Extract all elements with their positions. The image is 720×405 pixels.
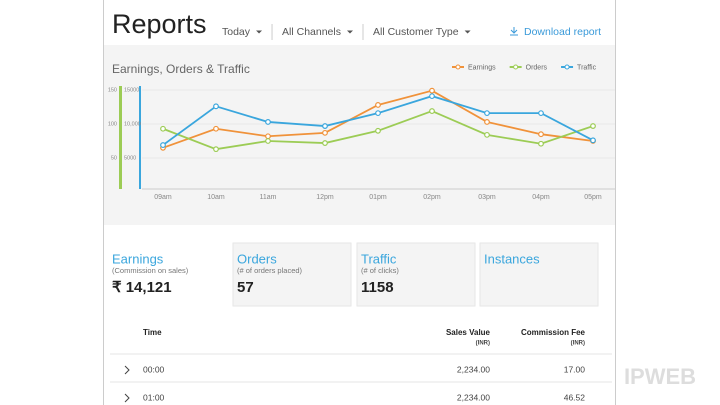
dropdown-caret bbox=[256, 30, 263, 34]
x-tick-label: 03pm bbox=[478, 194, 496, 201]
data-point bbox=[538, 131, 544, 138]
card-value: ₹ 14,121 bbox=[112, 279, 172, 296]
data-point bbox=[590, 137, 596, 144]
table-cell: 46.52 bbox=[564, 392, 586, 402]
filter-dropdown[interactable]: All Channels bbox=[282, 26, 341, 38]
data-point bbox=[265, 138, 271, 144]
data-point bbox=[160, 125, 166, 132]
table-cell: 00:00 bbox=[143, 364, 165, 374]
summary-card[interactable] bbox=[479, 242, 599, 307]
data-point bbox=[590, 123, 596, 129]
y2-tick-label: 15000 bbox=[124, 87, 139, 93]
chart-title: Earnings, Orders & Traffic bbox=[112, 62, 250, 76]
watermark: IPWEB bbox=[624, 364, 696, 389]
x-tick-label: 10am bbox=[207, 194, 225, 201]
legend-marker bbox=[564, 64, 570, 70]
card-subtitle: (# of orders placed) bbox=[237, 266, 303, 275]
card-value: 57 bbox=[237, 279, 254, 296]
summary-card[interactable] bbox=[108, 243, 228, 306]
row-expander[interactable] bbox=[124, 365, 130, 375]
legend-marker bbox=[513, 64, 519, 70]
data-point bbox=[265, 133, 271, 140]
card-subtitle: (Commission on sales) bbox=[112, 266, 189, 275]
data-point bbox=[484, 119, 490, 125]
card-title: Earnings bbox=[112, 251, 164, 266]
y2-tick-label: 10,000 bbox=[124, 121, 141, 127]
x-tick-label: 11am bbox=[260, 194, 277, 201]
data-point bbox=[213, 103, 219, 110]
data-point bbox=[484, 131, 490, 138]
data-point bbox=[538, 110, 544, 117]
legend-label: Orders bbox=[526, 64, 548, 71]
data-point bbox=[375, 127, 381, 134]
data-point bbox=[265, 119, 271, 125]
data-point bbox=[429, 108, 435, 114]
data-point bbox=[375, 102, 381, 108]
x-tick-label: 09am bbox=[154, 194, 172, 201]
card-title: Orders bbox=[237, 251, 277, 266]
card-subtitle: (# of clicks) bbox=[361, 266, 399, 275]
data-point bbox=[160, 142, 166, 148]
data-point bbox=[429, 87, 435, 94]
legend-label: Traffic bbox=[577, 64, 597, 71]
data-point bbox=[213, 146, 219, 153]
column-unit: (INR) bbox=[476, 341, 490, 347]
y-tick-label: 50 bbox=[111, 155, 117, 161]
legend-label: Earnings bbox=[468, 64, 496, 71]
legend-marker bbox=[455, 64, 461, 70]
dropdown-caret bbox=[346, 30, 353, 34]
x-tick-label: 04pm bbox=[532, 194, 550, 201]
x-tick-label: 05pm bbox=[584, 194, 602, 201]
summary-card[interactable] bbox=[232, 242, 352, 307]
data-point bbox=[213, 125, 219, 132]
summary-card[interactable] bbox=[356, 242, 476, 307]
x-tick-label: 01pm bbox=[369, 194, 387, 201]
row-expander[interactable] bbox=[124, 393, 130, 403]
download-icon bbox=[510, 27, 518, 36]
table-cell: 2,234.00 bbox=[457, 392, 490, 402]
download-link[interactable]: Download report bbox=[524, 26, 601, 38]
filter-dropdown[interactable]: Today bbox=[222, 26, 251, 38]
card-value: 1158 bbox=[361, 279, 394, 296]
dropdown-caret bbox=[464, 30, 471, 34]
data-point bbox=[429, 93, 435, 100]
column-header: Commission Fee bbox=[521, 328, 586, 337]
data-point bbox=[322, 123, 328, 129]
filter-dropdown[interactable]: All Customer Type bbox=[373, 26, 459, 38]
table-cell: 17.00 bbox=[564, 364, 586, 374]
column-unit: (INR) bbox=[571, 341, 585, 347]
y-tick-label: 100 bbox=[108, 121, 117, 127]
y-axis-bar bbox=[119, 86, 122, 189]
y2-tick-label: 5000 bbox=[124, 155, 136, 161]
card-title: Instances bbox=[484, 251, 540, 266]
table-cell: 2,234.00 bbox=[457, 364, 490, 374]
data-point bbox=[538, 140, 544, 147]
x-tick-label: 12pm bbox=[316, 194, 334, 201]
y2-axis-bar bbox=[139, 86, 141, 189]
data-point bbox=[375, 110, 381, 117]
column-header: Time bbox=[143, 328, 162, 337]
x-tick-label: 02pm bbox=[423, 194, 441, 201]
column-header: Sales Value bbox=[446, 328, 491, 337]
table-cell: 01:00 bbox=[143, 392, 165, 402]
data-point bbox=[322, 129, 328, 136]
page-title: Reports bbox=[112, 9, 207, 39]
data-point bbox=[322, 140, 328, 146]
card-title: Traffic bbox=[361, 251, 397, 266]
data-point bbox=[484, 110, 490, 117]
y-tick-label: 150 bbox=[108, 87, 117, 93]
